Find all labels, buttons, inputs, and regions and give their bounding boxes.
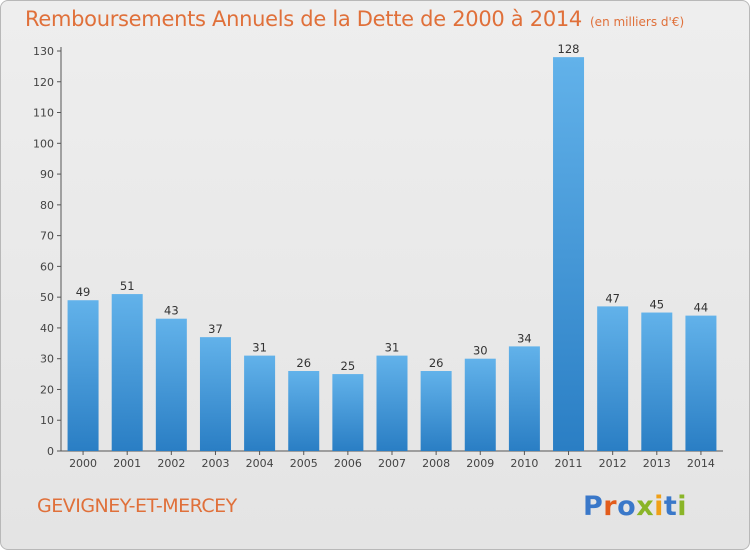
chart-x-ticks: 2000 2001 2002 2003 2004 2005 2006 2007 2008 2009… [69,451,715,470]
y-tick-label: 70 [40,230,54,243]
value-label-2010: 34 [517,331,532,345]
y-tick-label: 60 [40,260,54,273]
y-tick-label: 50 [40,291,54,304]
x-tick-label-2014: 2014 [687,457,715,470]
x-tick-label-2010: 2010 [510,457,538,470]
y-tick-label: 30 [40,353,54,366]
y-tick-label: 110 [33,107,54,120]
bar-2014 [685,315,717,451]
bar-2005 [288,371,320,451]
y-tick-label: 100 [33,137,54,150]
bar-2011 [553,57,585,452]
chart-bars [67,57,717,452]
x-tick-label-2003: 2003 [201,457,229,470]
x-tick-label-2006: 2006 [334,457,362,470]
commune-name: GEVIGNEY-ET-MERCEY [37,495,237,517]
chart-subtitle: (en milliers d'€) [590,15,685,29]
x-tick-label-2008: 2008 [422,457,450,470]
bar-2013 [641,312,673,451]
bar-2009 [464,358,496,451]
value-label-2003: 37 [208,322,223,336]
y-tick-label: 40 [40,322,54,335]
bar-2000 [67,300,99,451]
value-label-2006: 25 [341,359,356,373]
value-label-2011: 128 [558,42,580,56]
value-label-2014: 44 [694,301,709,315]
y-tick-label: 130 [33,45,54,58]
chart-value-labels: 49 51 43 37 31 26 25 31 26 30 34 128 47 45 44 [76,42,709,373]
x-tick-label-2005: 2005 [290,457,318,470]
value-label-2002: 43 [164,304,179,318]
bar-2003 [199,337,231,451]
y-tick-label: 20 [40,383,54,396]
x-tick-label-2009: 2009 [466,457,494,470]
y-tick-label: 0 [47,445,54,458]
value-label-2012: 47 [605,291,620,305]
bar-2006 [332,374,364,451]
x-tick-label-2013: 2013 [643,457,671,470]
bar-2012 [597,306,629,451]
value-label-2008: 26 [429,356,444,370]
y-tick-label: 80 [40,199,54,212]
value-label-2004: 31 [252,341,267,355]
x-tick-label-2011: 2011 [555,457,583,470]
value-label-2009: 30 [473,344,488,358]
bar-2002 [155,318,187,451]
y-tick-label: 120 [33,76,54,89]
bar-2010 [508,346,540,451]
x-tick-label-2012: 2012 [599,457,627,470]
y-tick-label: 90 [40,168,54,181]
bar-2007 [376,355,408,451]
y-tick-label: 10 [40,414,54,427]
x-tick-label-2002: 2002 [157,457,185,470]
value-label-2000: 49 [76,285,91,299]
value-label-2007: 31 [385,341,400,355]
proxiti-logo: Proxiti [583,491,688,522]
x-tick-label-2007: 2007 [378,457,406,470]
value-label-2013: 45 [649,298,664,312]
x-tick-label-2004: 2004 [246,457,274,470]
bar-2008 [420,371,452,451]
value-label-2005: 26 [296,356,311,370]
x-tick-label-2000: 2000 [69,457,97,470]
x-tick-label-2001: 2001 [113,457,141,470]
bar-2001 [111,294,143,451]
chart-title: Remboursements Annuels de la Dette de 20… [25,7,684,31]
bar-2004 [244,355,276,451]
chart-title-text: Remboursements Annuels de la Dette de 20… [25,7,582,31]
value-label-2001: 51 [120,279,135,293]
chart-y-ticks: 0 10 20 30 40 50 60 70 80 90 100 110 120 130 [33,45,61,458]
